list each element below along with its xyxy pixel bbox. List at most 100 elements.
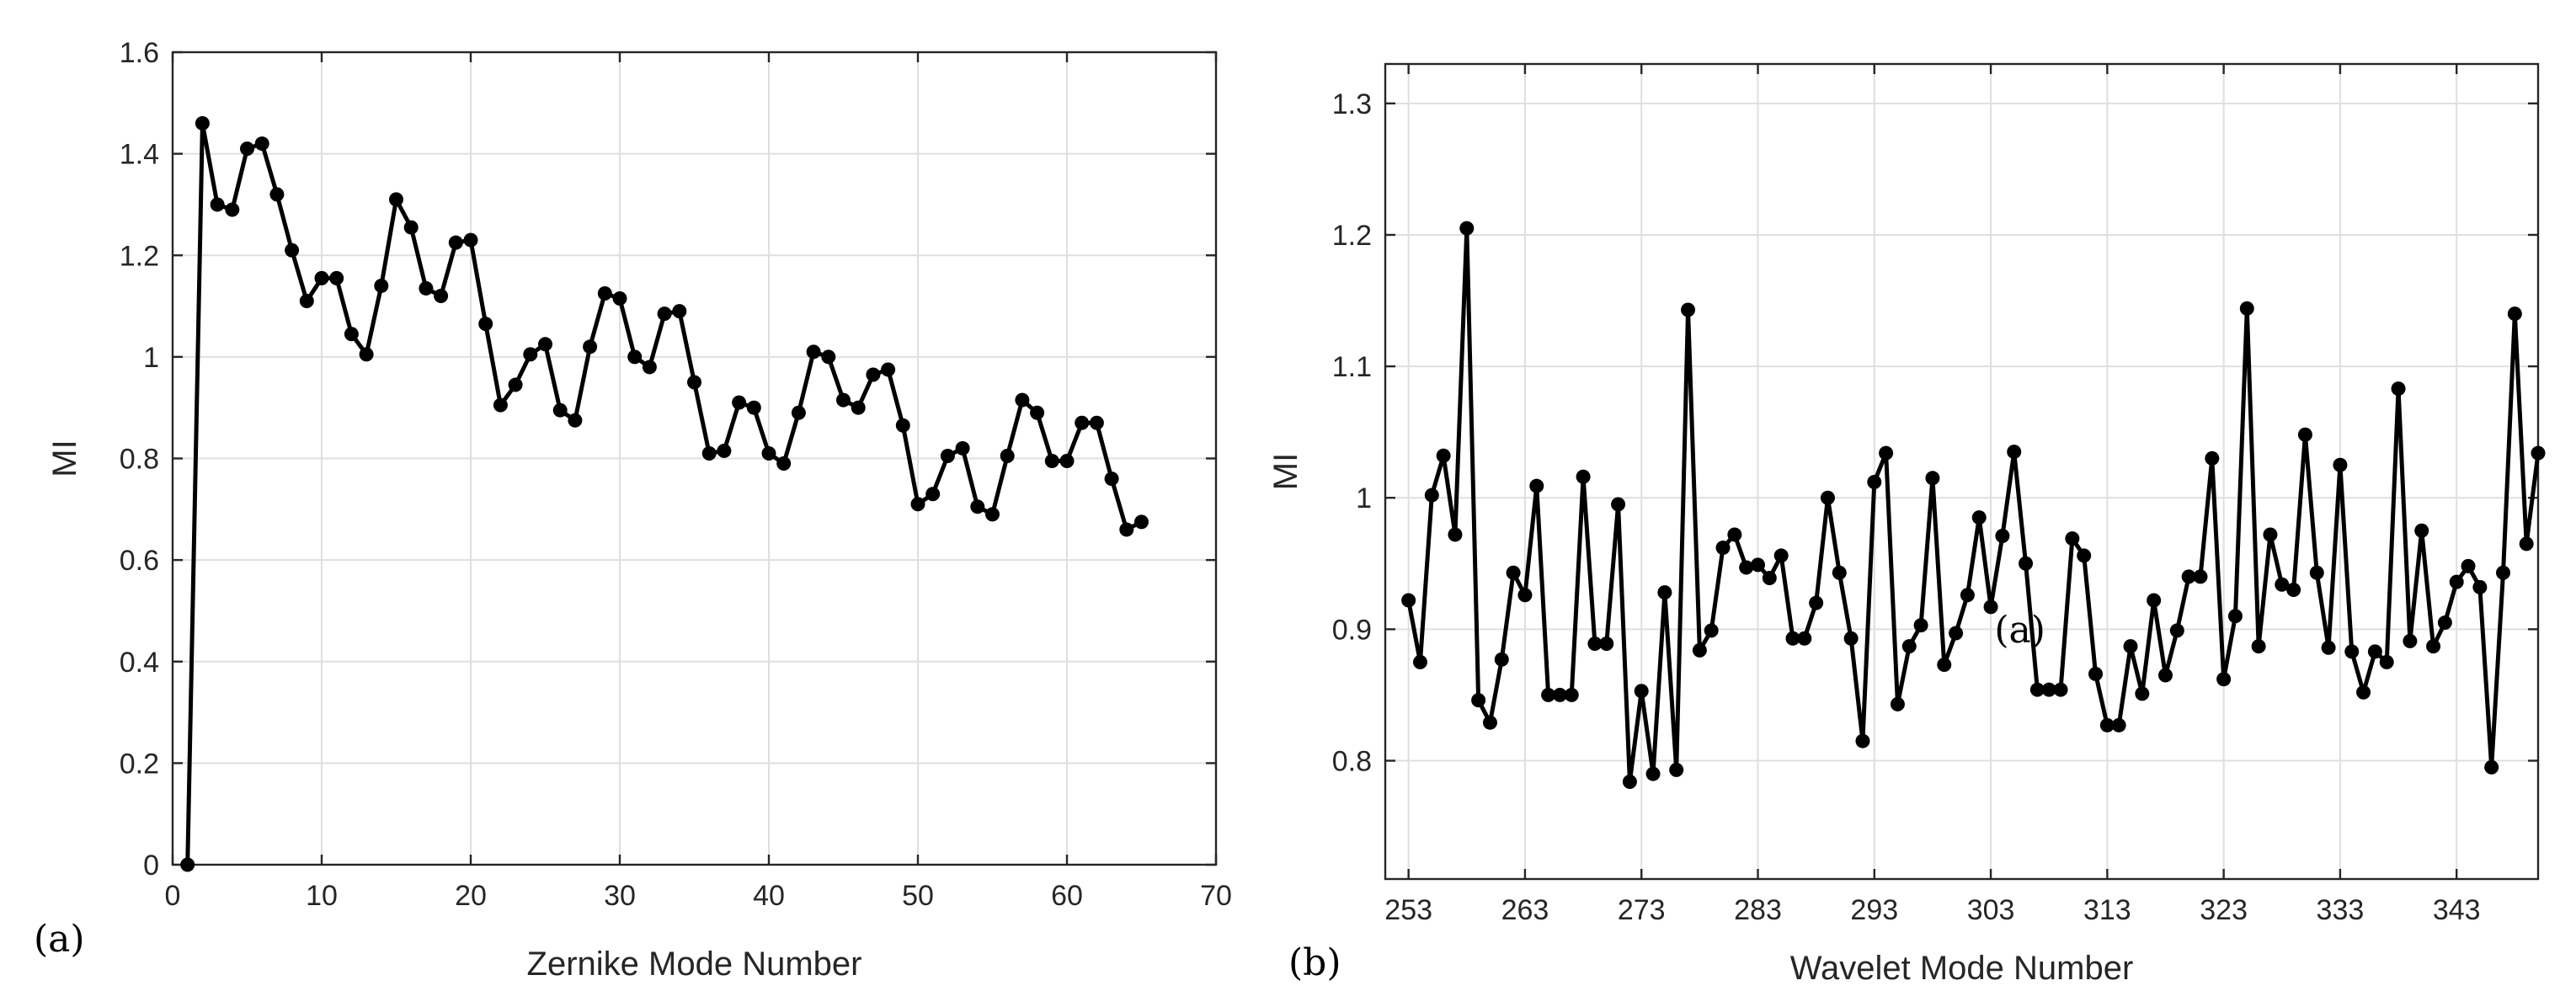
data-point <box>2484 759 2499 775</box>
data-point <box>210 197 225 212</box>
data-point <box>1015 392 1030 408</box>
data-point <box>1913 618 1928 633</box>
data-point <box>180 857 195 872</box>
y-tick-label: 1 <box>143 342 159 374</box>
data-point <box>2041 682 2056 697</box>
data-point <box>2403 633 2418 648</box>
data-point <box>2391 381 2406 397</box>
data-point <box>2029 682 2045 697</box>
data-point <box>1599 637 1614 652</box>
data-point <box>881 362 896 377</box>
data-point <box>657 306 672 322</box>
chart-a: 0 10 20 30 40 50 60 70 0 0.2 0.4 0.6 0.8 1 1.2 1.4 1.6 Ze… <box>34 37 1232 983</box>
data-point <box>2297 427 2312 442</box>
x-tick-label: 263 <box>1501 894 1549 926</box>
data-point <box>732 395 747 410</box>
data-point <box>448 235 463 250</box>
data-point <box>1564 687 1579 702</box>
data-point <box>1134 514 1149 530</box>
data-point <box>2437 615 2452 631</box>
y-tick-label: 0.6 <box>120 545 159 577</box>
data-point <box>612 291 627 306</box>
data-point <box>1692 642 1707 658</box>
data-point <box>568 413 583 428</box>
data-point <box>746 400 761 415</box>
data-point <box>701 445 717 461</box>
data-point <box>508 377 523 392</box>
x-tick-label: 293 <box>1850 894 1898 926</box>
data-point <box>523 347 538 362</box>
data-point <box>2157 668 2173 683</box>
data-point <box>1785 631 1800 646</box>
data-point <box>970 499 985 514</box>
data-point <box>1494 652 1509 667</box>
data-point <box>2263 527 2278 542</box>
data-point <box>2239 301 2254 316</box>
y-axis-label: MI <box>1267 453 1304 490</box>
data-point <box>1681 302 1696 317</box>
data-point <box>1552 687 1567 702</box>
data-point <box>1517 588 1533 603</box>
data-point <box>1843 631 1859 646</box>
data-point <box>642 360 657 375</box>
x-tick-label: 30 <box>604 880 636 912</box>
data-point <box>2065 531 2080 546</box>
data-point <box>240 141 254 157</box>
data-point <box>2147 593 2162 608</box>
data-point <box>2135 686 2150 701</box>
data-point <box>403 220 419 235</box>
data-point <box>687 375 701 390</box>
data-point <box>597 285 612 301</box>
y-tick-label: 1.6 <box>120 37 159 69</box>
y-tick-label: 0.9 <box>1332 614 1372 646</box>
data-point <box>314 270 329 285</box>
data-point <box>2123 639 2138 654</box>
data-point <box>2077 548 2092 563</box>
data-point <box>1727 527 1742 542</box>
data-point <box>1925 471 1940 486</box>
data-point <box>2507 306 2522 322</box>
data-point <box>359 347 374 362</box>
data-point <box>374 278 389 293</box>
y-tick-label: 1.2 <box>120 240 159 272</box>
data-point <box>1529 478 1544 493</box>
data-point <box>1622 774 1637 789</box>
data-point <box>463 232 478 248</box>
data-point <box>552 402 568 418</box>
data-point <box>940 448 955 463</box>
data-point <box>1669 762 1684 777</box>
data-point <box>254 136 269 152</box>
data-point <box>493 397 508 413</box>
data-point <box>2321 640 2336 655</box>
data-point <box>2019 556 2034 571</box>
data-point <box>717 443 732 458</box>
data-point <box>299 294 314 309</box>
data-point <box>1059 454 1075 469</box>
data-point <box>2356 685 2371 700</box>
data-point <box>776 456 792 472</box>
data-point <box>1471 693 1486 708</box>
data-point <box>1436 448 1451 463</box>
y-tick-label: 0 <box>143 850 159 882</box>
series-line <box>1406 226 2541 784</box>
data-point <box>2344 644 2360 659</box>
data-point <box>2519 536 2534 551</box>
x-tick-label: 0 <box>165 880 181 912</box>
data-point <box>478 317 493 332</box>
data-point <box>866 367 881 382</box>
x-tick-label: 323 <box>2200 894 2248 926</box>
data-point <box>1075 415 1090 430</box>
data-point <box>1657 585 1672 600</box>
x-tick-label: 70 <box>1200 880 1232 912</box>
data-point <box>761 445 776 461</box>
data-point <box>1983 599 1998 615</box>
data-point <box>985 507 1000 522</box>
data-point <box>2426 639 2441 654</box>
y-tick-label: 0.8 <box>1332 745 1372 777</box>
data-point <box>1867 474 1882 489</box>
data-point <box>1541 687 1556 702</box>
data-point <box>672 304 687 319</box>
data-point <box>1587 637 1603 652</box>
data-point <box>2111 717 2126 733</box>
